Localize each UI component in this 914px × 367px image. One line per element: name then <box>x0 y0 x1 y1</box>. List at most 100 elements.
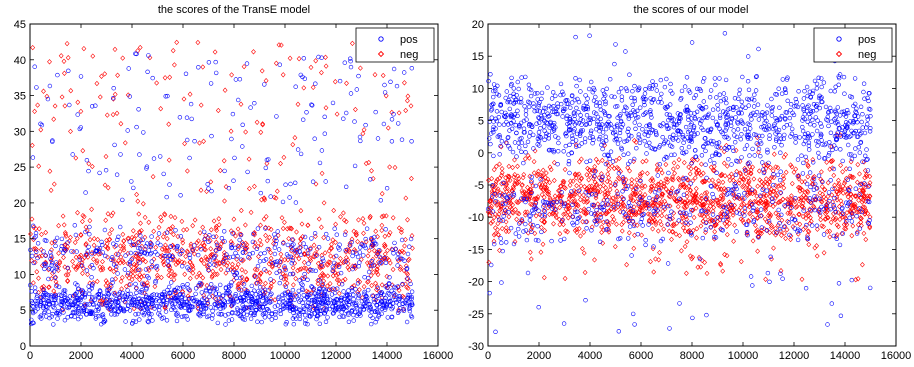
data-point-neg <box>110 111 116 118</box>
data-point-pos <box>41 294 46 300</box>
data-point-neg <box>301 259 307 266</box>
data-point-neg <box>34 269 40 275</box>
data-point-pos <box>31 260 36 266</box>
data-point-pos <box>199 247 204 252</box>
data-point-pos <box>338 270 344 276</box>
data-point-neg <box>131 236 137 242</box>
data-point-neg <box>153 244 159 251</box>
data-point-pos <box>214 248 219 253</box>
data-point-pos <box>101 295 107 300</box>
data-point-neg <box>179 218 185 225</box>
data-point-neg <box>107 285 112 291</box>
data-point-pos <box>221 293 226 298</box>
data-point-pos <box>33 231 39 236</box>
data-point-neg <box>62 103 68 109</box>
data-point-pos <box>130 321 135 326</box>
data-point-neg <box>257 279 263 285</box>
data-point-pos <box>149 264 154 270</box>
data-point-neg <box>213 263 219 269</box>
data-point-neg <box>296 256 302 262</box>
data-point-neg <box>263 280 268 286</box>
data-point-neg <box>142 214 148 221</box>
data-point-neg <box>268 249 274 256</box>
data-point-neg <box>390 266 396 273</box>
data-point-neg <box>379 191 385 197</box>
data-point-pos <box>146 319 151 325</box>
data-point-pos <box>167 290 172 295</box>
data-point-neg <box>254 119 260 125</box>
data-point-pos <box>274 238 279 244</box>
data-point-pos <box>353 302 358 307</box>
data-point-neg <box>36 275 41 281</box>
data-point-neg <box>290 282 296 288</box>
data-point-neg <box>280 72 286 78</box>
y-tick-label: 5 <box>20 305 26 317</box>
data-point-pos <box>255 281 260 286</box>
data-point-pos <box>325 315 330 320</box>
data-point-neg <box>256 253 261 260</box>
data-point-neg <box>68 88 74 94</box>
data-point-neg <box>161 262 167 268</box>
data-point-pos <box>148 241 153 246</box>
data-point-neg <box>184 226 190 233</box>
data-point-pos <box>261 311 266 316</box>
data-point-neg <box>60 213 66 219</box>
x-tick-label: 12000 <box>321 350 352 362</box>
data-point-neg <box>63 233 69 239</box>
data-point-neg <box>120 231 126 238</box>
data-point-neg <box>167 264 173 270</box>
data-point-pos <box>197 310 203 315</box>
data-point-pos <box>32 285 38 290</box>
data-point-neg <box>228 228 234 234</box>
data-point-neg <box>115 72 121 78</box>
data-point-pos <box>404 302 410 307</box>
data-point-pos <box>142 300 148 305</box>
data-point-pos <box>309 284 314 289</box>
data-point-pos <box>161 298 166 303</box>
data-point-neg <box>78 232 84 238</box>
data-point-neg <box>399 281 405 288</box>
data-point-pos <box>391 291 397 296</box>
data-point-neg <box>258 129 264 135</box>
data-point-neg <box>338 214 343 220</box>
data-point-neg <box>164 236 170 242</box>
data-point-neg <box>386 232 392 238</box>
data-point-neg <box>197 243 203 250</box>
data-point-pos <box>133 250 138 256</box>
data-point-pos <box>144 294 149 300</box>
data-point-pos <box>337 242 342 247</box>
data-point-neg <box>158 218 164 224</box>
data-point-pos <box>249 311 254 316</box>
data-point-pos <box>61 290 66 295</box>
data-point-pos <box>136 296 141 302</box>
data-point-pos <box>73 291 78 297</box>
data-point-pos <box>404 319 410 325</box>
data-point-pos <box>371 238 376 244</box>
data-point-pos <box>42 238 48 243</box>
data-point-neg <box>133 285 139 292</box>
data-point-pos <box>222 229 227 234</box>
data-point-neg <box>288 225 294 231</box>
data-point-pos <box>104 297 110 302</box>
data-point-neg <box>156 224 162 231</box>
data-point-neg <box>361 230 366 236</box>
data-point-pos <box>362 275 367 280</box>
data-point-neg <box>267 270 273 276</box>
data-point-pos <box>377 261 382 266</box>
data-point-neg <box>63 248 68 254</box>
data-point-pos <box>258 285 263 290</box>
data-point-pos <box>370 293 375 298</box>
legend: pos neg <box>355 27 435 63</box>
data-point-neg <box>129 242 135 248</box>
data-point-pos <box>53 238 58 244</box>
data-point-pos <box>92 297 98 302</box>
data-point-neg <box>133 253 139 259</box>
data-point-neg <box>260 121 266 127</box>
data-point-neg <box>179 289 185 295</box>
data-point-pos <box>46 276 51 282</box>
data-point-neg <box>229 72 235 78</box>
data-point-pos <box>323 288 328 293</box>
data-point-neg <box>216 216 222 222</box>
data-point-pos <box>405 251 411 257</box>
data-point-pos <box>40 293 46 298</box>
